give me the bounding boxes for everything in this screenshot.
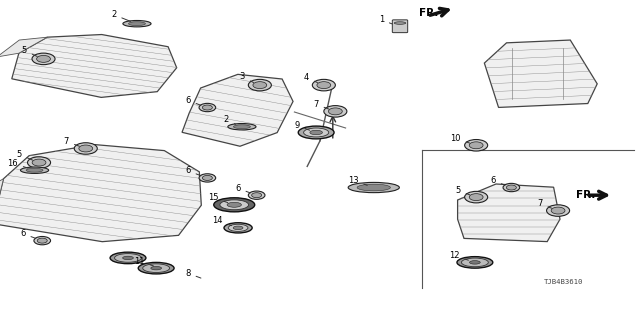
Ellipse shape — [32, 53, 55, 65]
Polygon shape — [12, 35, 177, 97]
Ellipse shape — [224, 223, 252, 233]
Ellipse shape — [143, 264, 170, 272]
Text: 7: 7 — [538, 199, 552, 208]
Ellipse shape — [32, 159, 46, 166]
Text: 6: 6 — [186, 96, 201, 105]
Text: 14: 14 — [212, 216, 232, 226]
Text: 5: 5 — [456, 186, 470, 195]
Text: 7: 7 — [64, 137, 79, 146]
Text: 12: 12 — [449, 251, 468, 260]
Ellipse shape — [228, 124, 256, 130]
Ellipse shape — [503, 183, 520, 192]
Ellipse shape — [465, 140, 488, 151]
Ellipse shape — [129, 22, 145, 26]
Ellipse shape — [324, 106, 347, 117]
Ellipse shape — [303, 128, 329, 137]
Text: 4: 4 — [304, 73, 317, 83]
Ellipse shape — [310, 130, 323, 135]
Ellipse shape — [151, 267, 161, 270]
Text: 7: 7 — [314, 100, 329, 109]
Ellipse shape — [110, 252, 146, 264]
Ellipse shape — [233, 226, 243, 230]
Ellipse shape — [469, 142, 483, 149]
Ellipse shape — [248, 79, 271, 91]
Ellipse shape — [547, 205, 570, 216]
Ellipse shape — [465, 191, 488, 203]
Polygon shape — [182, 74, 293, 146]
Text: 6: 6 — [186, 166, 201, 176]
Ellipse shape — [394, 22, 406, 24]
Ellipse shape — [199, 174, 216, 182]
Ellipse shape — [248, 191, 265, 199]
Polygon shape — [0, 37, 47, 57]
Ellipse shape — [461, 258, 488, 267]
Text: 3: 3 — [240, 72, 253, 83]
Ellipse shape — [79, 145, 93, 152]
Text: 2: 2 — [111, 10, 131, 21]
Ellipse shape — [138, 262, 174, 274]
Text: FR.: FR. — [419, 8, 438, 19]
Ellipse shape — [506, 185, 516, 190]
Text: 6: 6 — [20, 229, 36, 238]
Ellipse shape — [123, 256, 133, 260]
Ellipse shape — [220, 200, 248, 210]
Ellipse shape — [227, 202, 241, 207]
Ellipse shape — [469, 194, 483, 201]
Ellipse shape — [312, 79, 335, 91]
Ellipse shape — [357, 184, 390, 191]
Text: 15: 15 — [209, 193, 228, 203]
Ellipse shape — [34, 236, 51, 245]
Text: 16: 16 — [7, 159, 28, 168]
Ellipse shape — [36, 55, 51, 62]
Ellipse shape — [28, 157, 51, 168]
Ellipse shape — [123, 20, 151, 27]
Ellipse shape — [317, 82, 331, 89]
Ellipse shape — [214, 198, 255, 212]
Ellipse shape — [298, 126, 334, 139]
Text: 10: 10 — [451, 134, 470, 143]
Text: 5: 5 — [22, 46, 37, 56]
Polygon shape — [0, 145, 202, 242]
FancyBboxPatch shape — [392, 20, 408, 33]
Ellipse shape — [199, 103, 216, 112]
Text: 8: 8 — [186, 269, 201, 278]
Ellipse shape — [37, 238, 47, 243]
Ellipse shape — [470, 261, 480, 264]
Text: 11: 11 — [134, 257, 154, 266]
Text: 5: 5 — [17, 150, 33, 160]
Text: 13: 13 — [348, 176, 367, 185]
Text: FR.: FR. — [576, 190, 595, 200]
Ellipse shape — [202, 175, 212, 180]
Ellipse shape — [252, 193, 262, 198]
Ellipse shape — [26, 168, 43, 172]
Text: TJB4B3610: TJB4B3610 — [543, 279, 583, 285]
Text: 9: 9 — [294, 121, 310, 130]
Text: 6: 6 — [236, 184, 250, 193]
Polygon shape — [458, 184, 560, 242]
Ellipse shape — [253, 82, 267, 89]
Polygon shape — [484, 40, 597, 108]
Ellipse shape — [20, 167, 49, 173]
Ellipse shape — [74, 143, 97, 154]
Ellipse shape — [457, 257, 493, 268]
Ellipse shape — [115, 253, 141, 262]
Text: 6: 6 — [491, 176, 505, 185]
Ellipse shape — [202, 105, 212, 110]
Ellipse shape — [228, 224, 248, 231]
Text: 2: 2 — [224, 115, 236, 124]
Text: 1: 1 — [379, 15, 392, 24]
Ellipse shape — [551, 207, 565, 214]
Ellipse shape — [348, 182, 399, 193]
Polygon shape — [0, 179, 3, 224]
Ellipse shape — [328, 108, 342, 115]
Ellipse shape — [234, 125, 250, 129]
